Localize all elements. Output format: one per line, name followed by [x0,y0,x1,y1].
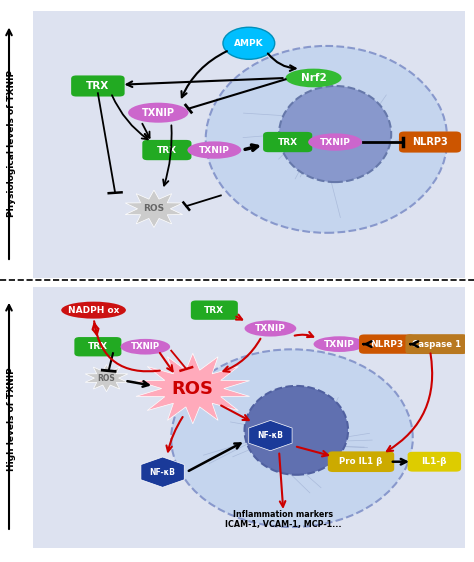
FancyBboxPatch shape [263,132,312,152]
Text: NLRP3: NLRP3 [412,137,448,147]
Polygon shape [125,190,182,228]
Ellipse shape [206,46,447,233]
Text: TXNIP: TXNIP [142,108,175,117]
Ellipse shape [171,350,413,527]
Text: TXNIP: TXNIP [324,339,355,348]
FancyBboxPatch shape [328,451,394,472]
Text: NADPH ox: NADPH ox [68,306,119,315]
Text: TRX: TRX [278,138,298,147]
Ellipse shape [245,320,296,337]
Ellipse shape [120,339,170,355]
Text: NF-κB: NF-κB [257,431,283,440]
Text: High levels of TXNIP: High levels of TXNIP [8,367,16,470]
Text: TRX: TRX [204,306,224,315]
FancyBboxPatch shape [359,334,415,354]
Text: AMPK: AMPK [234,39,264,48]
Text: Nrf2: Nrf2 [301,73,327,83]
Text: NF-κB: NF-κB [150,468,175,477]
FancyBboxPatch shape [25,6,473,283]
Circle shape [223,27,275,60]
Text: ROS: ROS [98,374,115,383]
Ellipse shape [245,386,348,475]
Polygon shape [249,420,292,451]
Text: TRX: TRX [86,81,109,91]
Polygon shape [136,353,249,424]
Text: TXNIP: TXNIP [131,342,160,351]
Text: Inflammation markers
ICAM-1, VCAM-1, MCP-1...: Inflammation markers ICAM-1, VCAM-1, MCP… [225,510,342,529]
Ellipse shape [61,302,126,319]
Text: TXNIP: TXNIP [199,146,230,155]
Text: Caspase 1: Caspase 1 [412,339,461,348]
FancyBboxPatch shape [408,452,461,472]
FancyBboxPatch shape [25,282,473,553]
FancyBboxPatch shape [405,334,467,354]
Polygon shape [141,457,184,487]
FancyBboxPatch shape [142,140,191,160]
Ellipse shape [128,103,189,123]
Text: TRX: TRX [157,146,177,155]
Ellipse shape [285,69,342,87]
FancyBboxPatch shape [74,337,121,356]
Ellipse shape [279,86,391,182]
FancyBboxPatch shape [191,301,238,320]
Ellipse shape [187,142,241,158]
Text: TXNIP: TXNIP [319,138,351,147]
Text: TRX: TRX [88,342,108,351]
Ellipse shape [308,133,362,151]
Ellipse shape [313,336,365,352]
Text: NLRP3: NLRP3 [370,339,403,348]
FancyBboxPatch shape [399,132,461,153]
Polygon shape [85,365,128,392]
Text: IL1-β: IL1-β [421,457,447,466]
Text: ROS: ROS [144,204,164,214]
Text: Physiological levels of TXNIP: Physiological levels of TXNIP [8,70,16,217]
Text: Pro IL1 β: Pro IL1 β [339,457,383,466]
Text: TXNIP: TXNIP [255,324,286,333]
FancyBboxPatch shape [71,75,125,97]
Text: ROS: ROS [172,379,214,397]
